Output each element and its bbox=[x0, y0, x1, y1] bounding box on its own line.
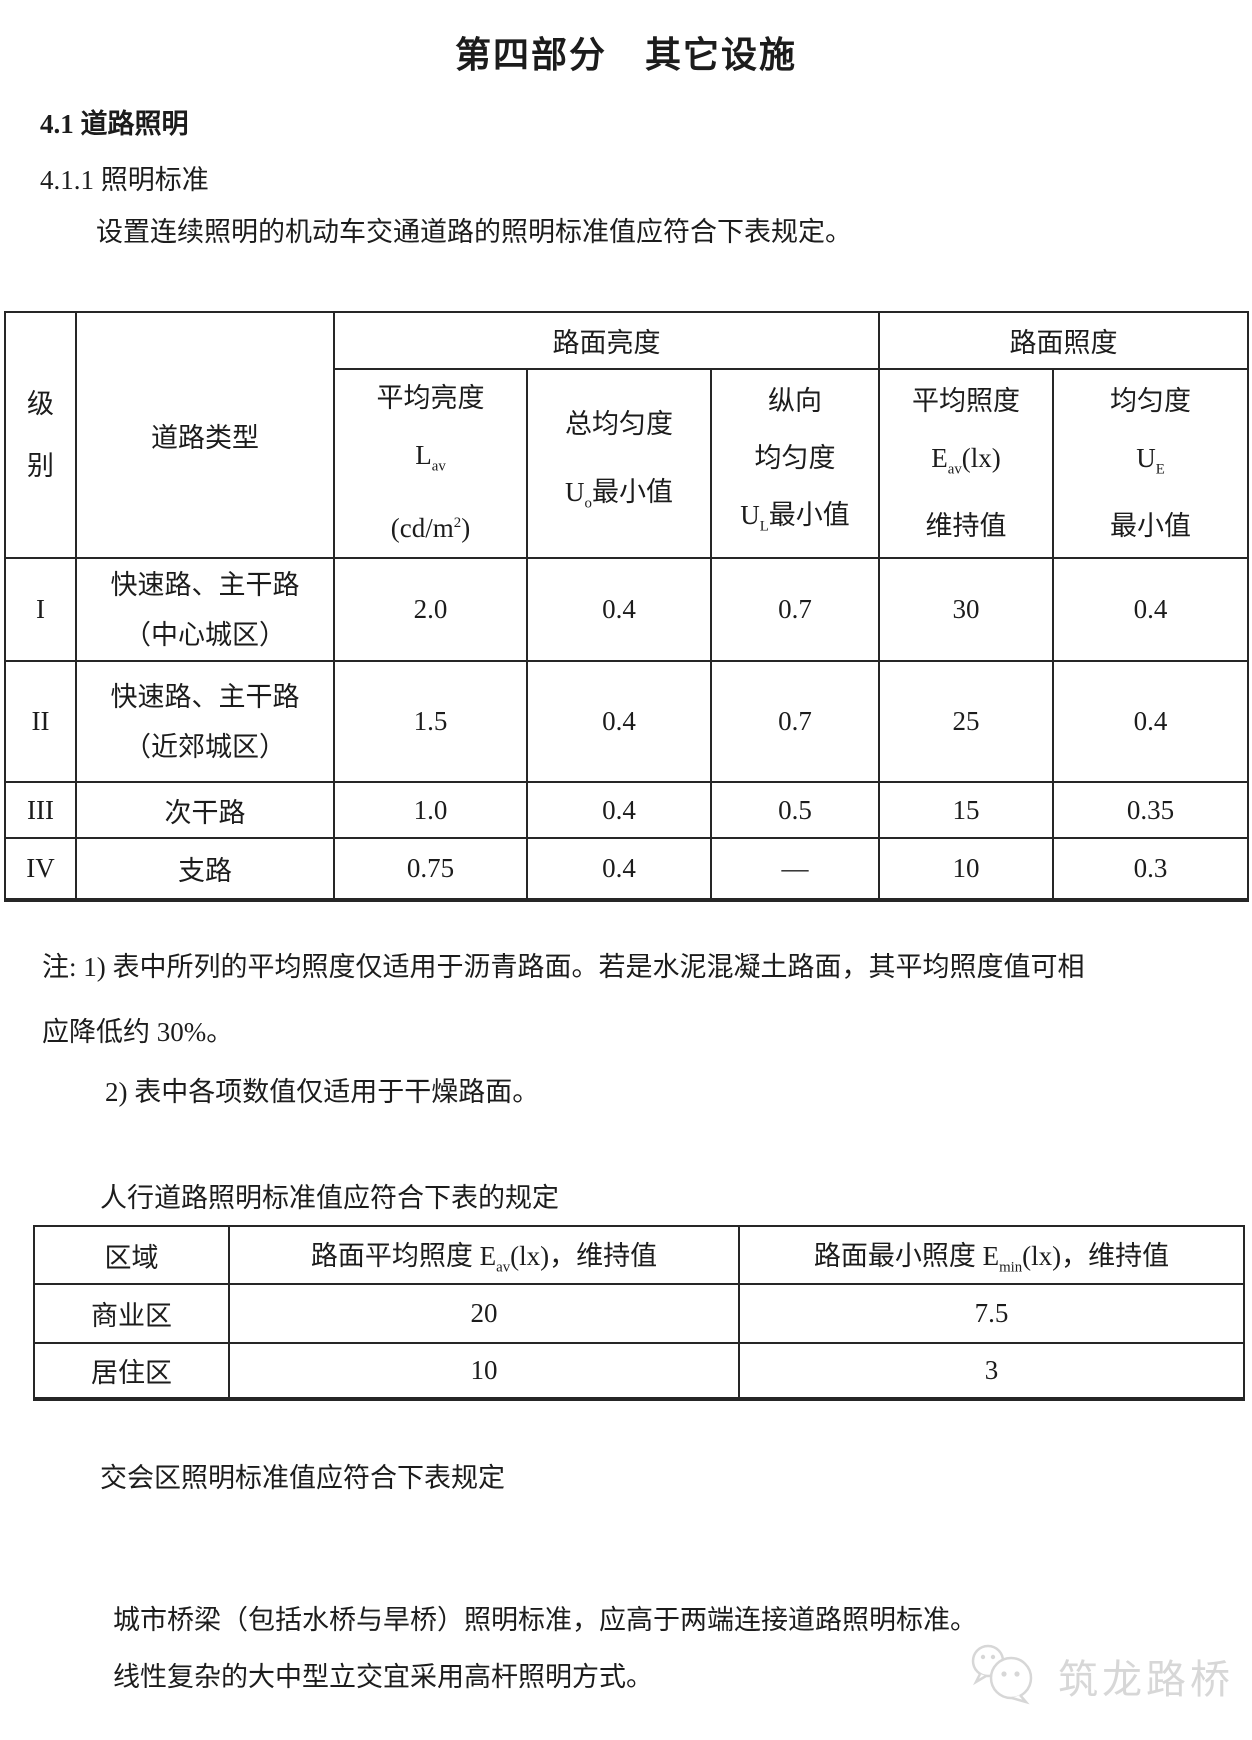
bridge-paragraph: 城市桥梁（包括水桥与旱桥）照明标准，应高于两端连接道路照明标准。 bbox=[113, 1605, 977, 1635]
cell-lav: 0.75 bbox=[333, 837, 528, 902]
cell-ue: 0.4 bbox=[1052, 660, 1250, 784]
cell-level: IV bbox=[4, 837, 77, 902]
cell-min: 7.5 bbox=[738, 1283, 1245, 1344]
intersection-paragraph: 交会区照明标准值应符合下表规定 bbox=[100, 1463, 505, 1493]
motor-road-lighting-table: 级 别 道路类型 路面亮度 路面照度 平均亮度 Lav (cd/m2) 总均匀度… bbox=[4, 310, 1250, 903]
cell-avg: 10 bbox=[228, 1342, 740, 1400]
table-group-header-row: 级 别 道路类型 路面亮度 路面照度 bbox=[4, 310, 1250, 560]
note-line-3: 2) 表中各项数值仅适用于干燥路面。 bbox=[105, 1077, 540, 1107]
pedestrian-lighting-table: 区域 路面平均照度 Eav(lx)，维持值 路面最小照度 Emin(lx)，维持… bbox=[33, 1225, 1245, 1401]
cell-road-type: 支路 bbox=[75, 837, 335, 902]
header-min-illuminance: 路面最小照度 Emin(lx)，维持值 bbox=[738, 1225, 1245, 1285]
pedestrian-intro-paragraph: 人行道路照明标准值应符合下表的规定 bbox=[100, 1183, 559, 1213]
cell-ue: 0.4 bbox=[1052, 557, 1250, 663]
cell-area: 商业区 bbox=[33, 1283, 230, 1344]
watermark: 筑龙路桥 bbox=[962, 1640, 1234, 1711]
header-road-type: 道路类型 bbox=[75, 310, 335, 560]
table-row: 居住区 10 3 bbox=[33, 1342, 1245, 1400]
header-overall-uniformity: 总均匀度 Uo最小值 bbox=[526, 367, 712, 560]
wechat-logo-icon bbox=[962, 1640, 1048, 1711]
cell-level: III bbox=[4, 781, 77, 840]
table-row: I 快速路、主干路 （中心城区） 2.0 0.4 0.7 30 0.4 bbox=[4, 557, 1250, 663]
header-avg-luminance: 平均亮度 Lav (cd/m2) bbox=[333, 367, 528, 560]
cell-level: I bbox=[4, 557, 77, 663]
cell-u0: 0.4 bbox=[526, 837, 712, 902]
page-title: 第四部分 其它设施 bbox=[454, 35, 797, 75]
cell-level: II bbox=[4, 660, 77, 784]
cell-ue: 0.3 bbox=[1052, 837, 1250, 902]
cell-road-type: 次干路 bbox=[75, 781, 335, 840]
header-illuminance-group: 路面照度 bbox=[878, 311, 1250, 370]
cell-road-type: 快速路、主干路 （近郊城区） bbox=[75, 660, 335, 784]
header-illuminance-uniformity: 均匀度 UE 最小值 bbox=[1052, 367, 1250, 560]
section-heading-4-1-1: 4.1.1 照明标准 bbox=[40, 165, 209, 195]
interchange-paragraph: 线性复杂的大中型立交宜采用高杆照明方式。 bbox=[113, 1662, 653, 1692]
cell-min: 3 bbox=[738, 1342, 1245, 1400]
intro-paragraph: 设置连续照明的机动车交通道路的照明标准值应符合下表规定。 bbox=[96, 217, 852, 247]
header-avg-illuminance: 路面平均照度 Eav(lx)，维持值 bbox=[228, 1225, 740, 1285]
cell-road-type: 快速路、主干路 （中心城区） bbox=[75, 557, 335, 663]
note-line-2: 应降低约 30%。 bbox=[42, 1017, 234, 1047]
table-row: II 快速路、主干路 （近郊城区） 1.5 0.4 0.7 25 0.4 bbox=[4, 660, 1250, 784]
table-row: III 次干路 1.0 0.4 0.5 15 0.35 bbox=[4, 781, 1250, 840]
cell-ul: — bbox=[709, 837, 881, 902]
cell-lav: 1.5 bbox=[333, 660, 528, 784]
cell-ul: 0.7 bbox=[709, 660, 881, 784]
header-avg-illuminance: 平均照度 Eav(lx) 维持值 bbox=[878, 367, 1055, 560]
header-luminance-group: 路面亮度 bbox=[332, 311, 881, 370]
cell-u0: 0.4 bbox=[526, 660, 712, 784]
table-row: 商业区 20 7.5 bbox=[33, 1283, 1245, 1344]
cell-eav: 10 bbox=[878, 837, 1055, 902]
table-row: IV 支路 0.75 0.4 — 10 0.3 bbox=[4, 837, 1250, 902]
header-area: 区域 bbox=[33, 1225, 230, 1285]
cell-lav: 2.0 bbox=[333, 557, 528, 663]
cell-u0: 0.4 bbox=[526, 781, 712, 840]
cell-u0: 0.4 bbox=[526, 557, 712, 663]
cell-eav: 25 bbox=[878, 660, 1055, 784]
cell-ul: 0.7 bbox=[709, 557, 881, 663]
header-level: 级 别 bbox=[4, 310, 77, 560]
header-longitudinal-uniformity: 纵向 均匀度 UL最小值 bbox=[709, 367, 881, 560]
watermark-text: 筑龙路桥 bbox=[1058, 1656, 1234, 1702]
cell-avg: 20 bbox=[228, 1283, 740, 1344]
cell-area: 居住区 bbox=[33, 1342, 230, 1400]
cell-ue: 0.35 bbox=[1052, 781, 1250, 840]
cell-ul: 0.5 bbox=[709, 781, 881, 840]
cell-lav: 1.0 bbox=[333, 781, 528, 840]
table-subheader-row: 平均亮度 Lav (cd/m2) 总均匀度 Uo最小值 纵向 均匀度 UL最小值… bbox=[5, 367, 1250, 560]
table-header-row: 区域 路面平均照度 Eav(lx)，维持值 路面最小照度 Emin(lx)，维持… bbox=[33, 1225, 1245, 1285]
cell-eav: 30 bbox=[878, 557, 1055, 663]
note-line-1: 注: 1) 表中所列的平均照度仅适用于沥青路面。若是水泥混凝土路面，其平均照度值… bbox=[42, 952, 1085, 982]
section-heading-4-1: 4.1 道路照明 bbox=[40, 109, 189, 139]
cell-eav: 15 bbox=[878, 781, 1055, 840]
